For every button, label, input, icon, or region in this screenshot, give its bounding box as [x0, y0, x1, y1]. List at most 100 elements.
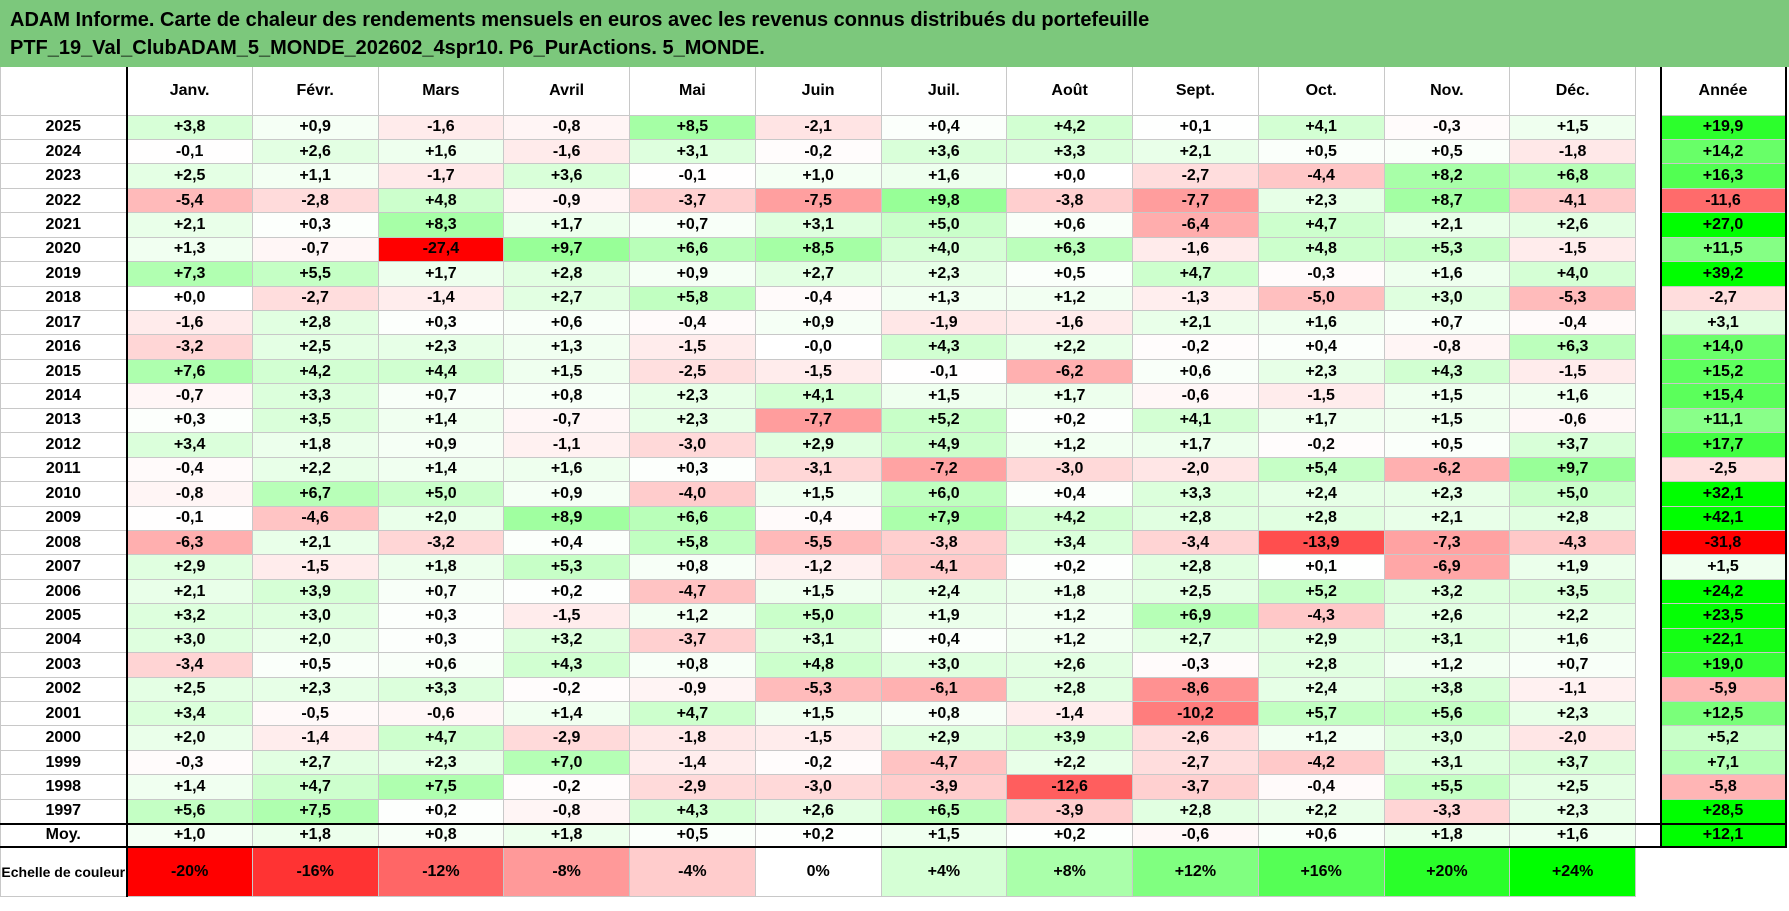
heatmap-cell: -5,3	[1509, 285, 1636, 312]
heatmap-cell: +1,0	[754, 163, 882, 189]
heatmap-cell: -4,1	[880, 554, 1008, 580]
heatmap-cell: +8,9	[503, 505, 630, 531]
heatmap-cell: +1,4	[503, 700, 630, 727]
heatmap-cell: +2,3	[1383, 481, 1511, 507]
gap-cell	[1635, 457, 1661, 482]
heatmap-cell: +3,9	[251, 578, 379, 605]
average-cell: +1,8	[1383, 822, 1511, 848]
heatmap-cell: +3,0	[1383, 725, 1511, 751]
heatmap-cell: +3,0	[880, 652, 1008, 678]
heatmap-cell: +5,6	[126, 798, 253, 825]
heatmap-cell: +0,5	[251, 652, 379, 678]
heatmap-cell: +3,6	[880, 138, 1008, 165]
heatmap-cell: +0,9	[251, 114, 379, 140]
heatmap-cell: -5,3	[754, 676, 882, 703]
annual-cell: +15,4	[1659, 383, 1787, 409]
column-header: Mars	[377, 67, 505, 116]
heatmap-cell: -27,4	[377, 236, 505, 263]
annual-cell: -5,9	[1659, 676, 1787, 703]
heatmap-cell: -1,5	[1257, 383, 1385, 409]
heatmap-cell: +2,4	[880, 578, 1008, 605]
heatmap-cell: +2,2	[1509, 603, 1636, 629]
heatmap-cell: -0,0	[754, 334, 882, 360]
heatmap-cell: +1,6	[503, 456, 630, 483]
annual-cell: -2,5	[1659, 456, 1787, 483]
heatmap-cell: +0,6	[1006, 212, 1133, 238]
heatmap-cell: +1,8	[251, 432, 379, 458]
heatmap-cell: -3,1	[754, 456, 882, 483]
gap-cell	[1635, 628, 1661, 653]
heatmap-cell: +0,3	[377, 603, 505, 629]
gap-cell	[1635, 310, 1661, 335]
heatmap-cell: +3,4	[1006, 529, 1133, 556]
heatmap-cell: +2,1	[1383, 212, 1511, 238]
annual-cell: +15,2	[1659, 358, 1787, 385]
heatmap-cell: -1,6	[377, 114, 505, 140]
heatmap-cell: -6,9	[1383, 554, 1511, 580]
heatmap-cell: +1,7	[503, 212, 630, 238]
column-header: Nov.	[1383, 67, 1511, 116]
heatmap-cell: -12,6	[1006, 774, 1133, 800]
heatmap-cell: +1,7	[1257, 407, 1385, 434]
average-cell: +1,8	[251, 822, 379, 848]
year-label: 2022	[0, 187, 128, 214]
heatmap-cell: +5,2	[880, 407, 1008, 434]
year-row: 2010 -0,8 +6,7 +5,0 +0,9 -4,0 +1,5 +6,0 +0,4 +3,3…	[0, 481, 1787, 507]
annual-cell: +11,1	[1659, 407, 1787, 434]
heatmap-cell: +2,9	[1257, 627, 1385, 654]
heatmap-cell: -1,5	[503, 603, 630, 629]
year-label: 2023	[0, 163, 128, 189]
heatmap-cell: +2,3	[1509, 700, 1636, 727]
average-cell: +0,2	[754, 822, 882, 848]
heatmap-cell: +0,0	[1006, 163, 1133, 189]
heatmap-cell: -0,9	[503, 187, 630, 214]
heatmap-cell: -4,2	[1257, 749, 1385, 776]
color-scale-step: +16%	[1257, 846, 1385, 898]
heatmap-cell: -7,7	[1132, 187, 1259, 214]
year-label: 2021	[0, 212, 128, 238]
heatmap-cell: -1,8	[1509, 138, 1636, 165]
heatmap-cell: -0,7	[126, 383, 253, 409]
annual-cell: +5,2	[1659, 725, 1787, 751]
heatmap-cell: +7,3	[126, 261, 253, 287]
heatmap-cell: +4,7	[377, 725, 505, 751]
heatmap-cell: +0,5	[1257, 138, 1385, 165]
heatmap-cell: +4,3	[880, 334, 1008, 360]
year-row: 2022 -5,4 -2,8 +4,8 -0,9 -3,7 -7,5 +9,8 -3,8 -7,7…	[0, 187, 1787, 214]
column-header: Juin	[754, 67, 882, 116]
heatmap-cell: +2,1	[1383, 505, 1511, 531]
annual-cell: +12,5	[1659, 700, 1787, 727]
heatmap-cell: +1,5	[880, 383, 1008, 409]
heatmap-cell: -1,6	[1006, 309, 1133, 336]
heatmap-cell: +3,2	[126, 603, 253, 629]
heatmap-cell: +2,5	[126, 676, 253, 703]
heatmap-cell: -5,4	[126, 187, 253, 214]
heatmap-cell: -1,7	[377, 163, 505, 189]
heatmap-cell: -1,5	[754, 725, 882, 751]
annual-cell: +32,1	[1659, 481, 1787, 507]
heatmap-cell: +0,2	[1006, 554, 1133, 580]
heatmap-cell: +6,9	[1132, 603, 1259, 629]
heatmap-cell: -3,8	[880, 529, 1008, 556]
heatmap-cell: -3,8	[1006, 187, 1133, 214]
heatmap-cell: -6,4	[1132, 212, 1259, 238]
heatmap-cell: -1,5	[1509, 236, 1636, 263]
heatmap-cell: -1,4	[1006, 700, 1133, 727]
annual-cell: +11,5	[1659, 236, 1787, 263]
annual-cell: -11,6	[1659, 187, 1787, 214]
heatmap-cell: +3,8	[1383, 676, 1511, 703]
heatmap-cell: +4,9	[880, 432, 1008, 458]
heatmap-cell: +0,3	[629, 456, 756, 483]
report-title: ADAM Informe. Carte de chaleur des rende…	[0, 0, 1789, 67]
heatmap-cell: +4,7	[251, 774, 379, 800]
heatmap-cell: +6,7	[251, 481, 379, 507]
color-scale-step: -8%	[503, 846, 630, 898]
annual-cell: +7,1	[1659, 749, 1787, 776]
heatmap-cell: -0,8	[126, 481, 253, 507]
annual-cell: +42,1	[1659, 505, 1787, 531]
gap-cell	[1635, 432, 1661, 458]
year-label: 2024	[0, 138, 128, 165]
heatmap-cell: +3,5	[1509, 578, 1636, 605]
heatmap-cell: -7,2	[880, 456, 1008, 483]
heatmap-cell: +1,3	[126, 236, 253, 263]
